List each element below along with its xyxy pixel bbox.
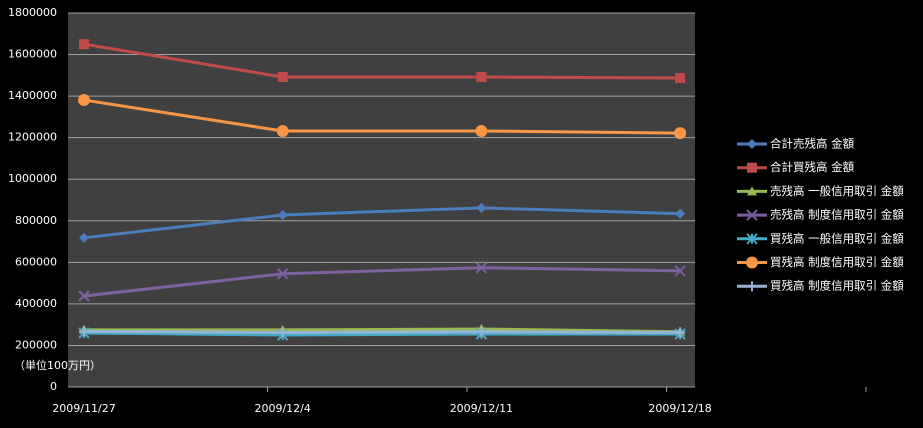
marker (675, 208, 686, 219)
marker (475, 262, 488, 274)
legend-marker (746, 209, 758, 221)
y-tick-label: 1800000 (8, 6, 57, 19)
series-line (83, 329, 681, 335)
legend-label: 合計買残高 金額 (770, 160, 855, 174)
x-tick-label: 2009/12/4 (254, 402, 310, 415)
y-tick-label: 0 (50, 380, 57, 393)
marker (276, 268, 289, 280)
marker (675, 73, 686, 84)
marker (276, 125, 289, 138)
x-tick-label: 2009/11/27 (52, 402, 115, 415)
marker (476, 326, 487, 337)
marker (79, 39, 89, 50)
x-tick-label: 2009/12/11 (450, 402, 513, 415)
legend-marker (747, 281, 757, 292)
legend-marker (747, 162, 757, 173)
legend-label: 売残高 制度信用取引 金額 (770, 208, 904, 222)
y-tick-label: 1000000 (8, 172, 57, 185)
marker (674, 127, 687, 140)
marker (277, 209, 288, 220)
series-line (83, 98, 681, 135)
legend-label: 売残高 一般信用取引 金額 (770, 184, 904, 198)
y-tick-label: 400000 (15, 297, 57, 310)
legend-marker (746, 256, 758, 269)
x-tick-label: 2009/12/18 (648, 402, 711, 415)
marker (277, 71, 288, 82)
marker (78, 290, 90, 302)
marker (79, 232, 89, 243)
plot-area (68, 13, 695, 387)
marker (475, 125, 488, 138)
y-tick-label: 600000 (15, 255, 57, 268)
y-tick-label: 200000 (15, 338, 57, 351)
marker (674, 265, 686, 277)
annotation: （単位100万円） (14, 358, 101, 372)
marker (78, 94, 90, 107)
legend-marker (747, 139, 757, 149)
legend-label: 買残高 制度信用取引 金額 (770, 279, 904, 293)
marker (476, 202, 487, 213)
series-line (83, 331, 681, 337)
marker (79, 326, 89, 337)
legend-marker (747, 186, 757, 196)
y-tick-label: 1600000 (8, 48, 57, 61)
legend-label: 買残高 一般信用取引 金額 (770, 231, 904, 245)
series-line (83, 266, 681, 298)
y-tick-label: 1400000 (8, 89, 57, 102)
marker (476, 71, 487, 82)
marker (277, 327, 288, 338)
legend-marker (746, 233, 758, 245)
series-line (83, 42, 681, 80)
y-tick-label: 800000 (15, 214, 57, 227)
series-line (83, 206, 681, 240)
legend-label: 買残高 制度信用取引 金額 (770, 255, 904, 269)
y-tick-label: 1200000 (8, 131, 57, 144)
marker (675, 327, 686, 338)
series-line (84, 327, 681, 334)
legend-label: 合計売残高 金額 (770, 137, 855, 151)
